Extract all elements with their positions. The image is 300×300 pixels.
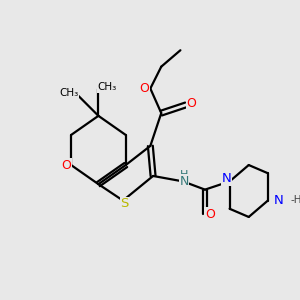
- Text: O: O: [186, 97, 196, 110]
- Text: S: S: [120, 197, 129, 210]
- Text: N: N: [221, 172, 231, 185]
- Text: N: N: [273, 194, 283, 207]
- Text: H: H: [180, 170, 188, 180]
- Text: O: O: [205, 208, 215, 221]
- Text: N: N: [179, 175, 189, 188]
- Text: O: O: [61, 158, 71, 172]
- Text: O: O: [140, 82, 149, 95]
- Text: CH₃: CH₃: [59, 88, 79, 98]
- Text: CH₃: CH₃: [98, 82, 117, 92]
- Text: -H: -H: [290, 195, 300, 205]
